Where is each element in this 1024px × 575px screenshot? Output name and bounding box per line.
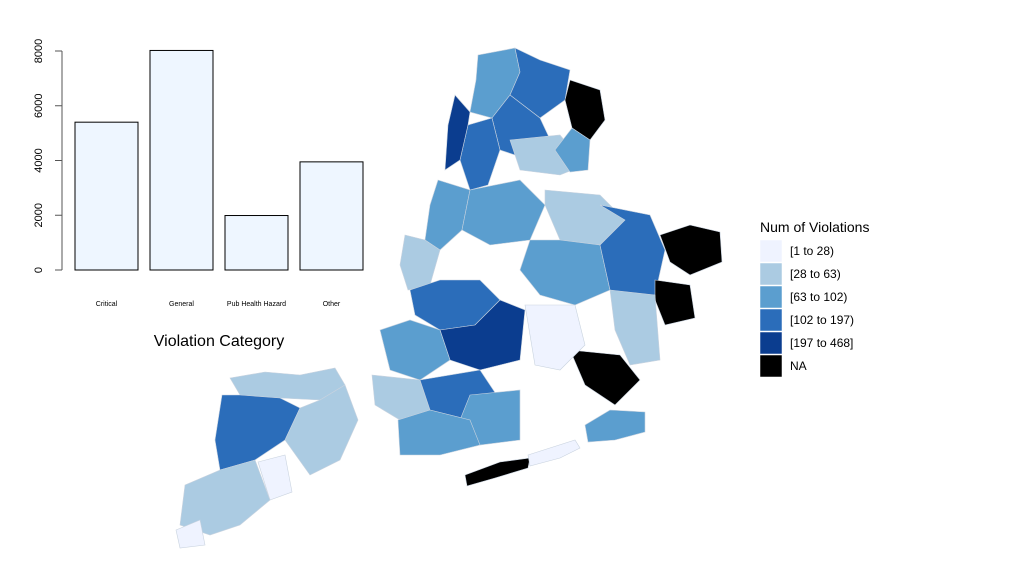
bar-general bbox=[149, 49, 214, 271]
category-label: Other bbox=[323, 301, 341, 308]
legend-items: [1 to 28) [28 to 63) [63 to 102) [102 to 19… bbox=[759, 239, 854, 378]
map-region-brooklyn-west bbox=[379, 319, 451, 381]
category-label: General bbox=[169, 301, 194, 308]
legend-swatch bbox=[759, 262, 783, 286]
map-region-queens-ne bbox=[659, 224, 723, 276]
map-region-queens-rockaway-east bbox=[527, 439, 581, 467]
nyc-choropleth-map bbox=[175, 47, 723, 549]
map-region-queens-south bbox=[609, 289, 661, 366]
legend-label: [63 to 102) bbox=[790, 290, 847, 304]
map-region-bronx-se bbox=[554, 127, 591, 173]
map-region-queens-se bbox=[654, 279, 696, 326]
legend-title: Num of Violations bbox=[760, 219, 869, 235]
y-axis-ticks: 0 2000 4000 6000 8000 bbox=[33, 39, 62, 273]
map-region-si-west bbox=[214, 394, 301, 471]
legend-label: [102 to 197) bbox=[790, 313, 854, 327]
map-region-brooklyn-coney bbox=[397, 409, 481, 456]
y-tick-label: 8000 bbox=[33, 39, 45, 63]
legend-label: [197 to 468] bbox=[790, 336, 853, 350]
map-region-manhattan-mid bbox=[424, 179, 471, 251]
map-region-queens-rockaway-west bbox=[464, 457, 531, 487]
legend-label: [1 to 28) bbox=[790, 244, 834, 258]
bar-other bbox=[299, 161, 364, 271]
legend-swatch bbox=[759, 331, 783, 355]
map-region-brooklyn-central bbox=[439, 299, 526, 371]
map-region-queens-central bbox=[519, 239, 611, 306]
bars bbox=[74, 49, 364, 271]
bar-pub-health-hazard bbox=[224, 215, 289, 271]
map-region-queens-rockaway-far bbox=[584, 409, 646, 443]
bar-chart: 0 2000 4000 6000 8000 Critical General Pub Hea… bbox=[33, 39, 364, 350]
map-region-queens-west bbox=[461, 179, 546, 246]
legend-swatch bbox=[759, 239, 783, 263]
y-tick-label: 2000 bbox=[33, 203, 45, 227]
map-region-si-mid bbox=[257, 454, 293, 501]
legend-label: [28 to 63) bbox=[790, 267, 841, 281]
y-tick-label: 0 bbox=[33, 267, 45, 273]
legend-swatch bbox=[759, 308, 783, 332]
category-label: Pub Health Hazard bbox=[227, 301, 286, 308]
map-region-brooklyn-se bbox=[459, 389, 521, 446]
map-region-manhattan-west bbox=[444, 94, 471, 171]
map-region-queens-jfk bbox=[569, 349, 641, 406]
category-labels: Critical General Pub Health Hazard Other bbox=[96, 301, 341, 308]
map-region-queens-mid bbox=[524, 304, 586, 371]
map-region-bronx-north bbox=[509, 47, 571, 119]
legend-swatch bbox=[759, 285, 783, 309]
y-tick-label: 4000 bbox=[33, 148, 45, 172]
map-region-si-tip bbox=[175, 519, 206, 549]
x-axis-title: Violation Category bbox=[154, 333, 284, 350]
legend-label: NA bbox=[790, 359, 807, 373]
y-tick-label: 6000 bbox=[33, 94, 45, 118]
legend-swatch bbox=[759, 354, 783, 378]
map-region-si-east bbox=[284, 384, 359, 476]
bar-critical bbox=[74, 121, 139, 271]
map-legend: Num of Violations [1 to 28) [28 to 63) [63… bbox=[759, 219, 869, 378]
category-label: Critical bbox=[96, 301, 118, 308]
